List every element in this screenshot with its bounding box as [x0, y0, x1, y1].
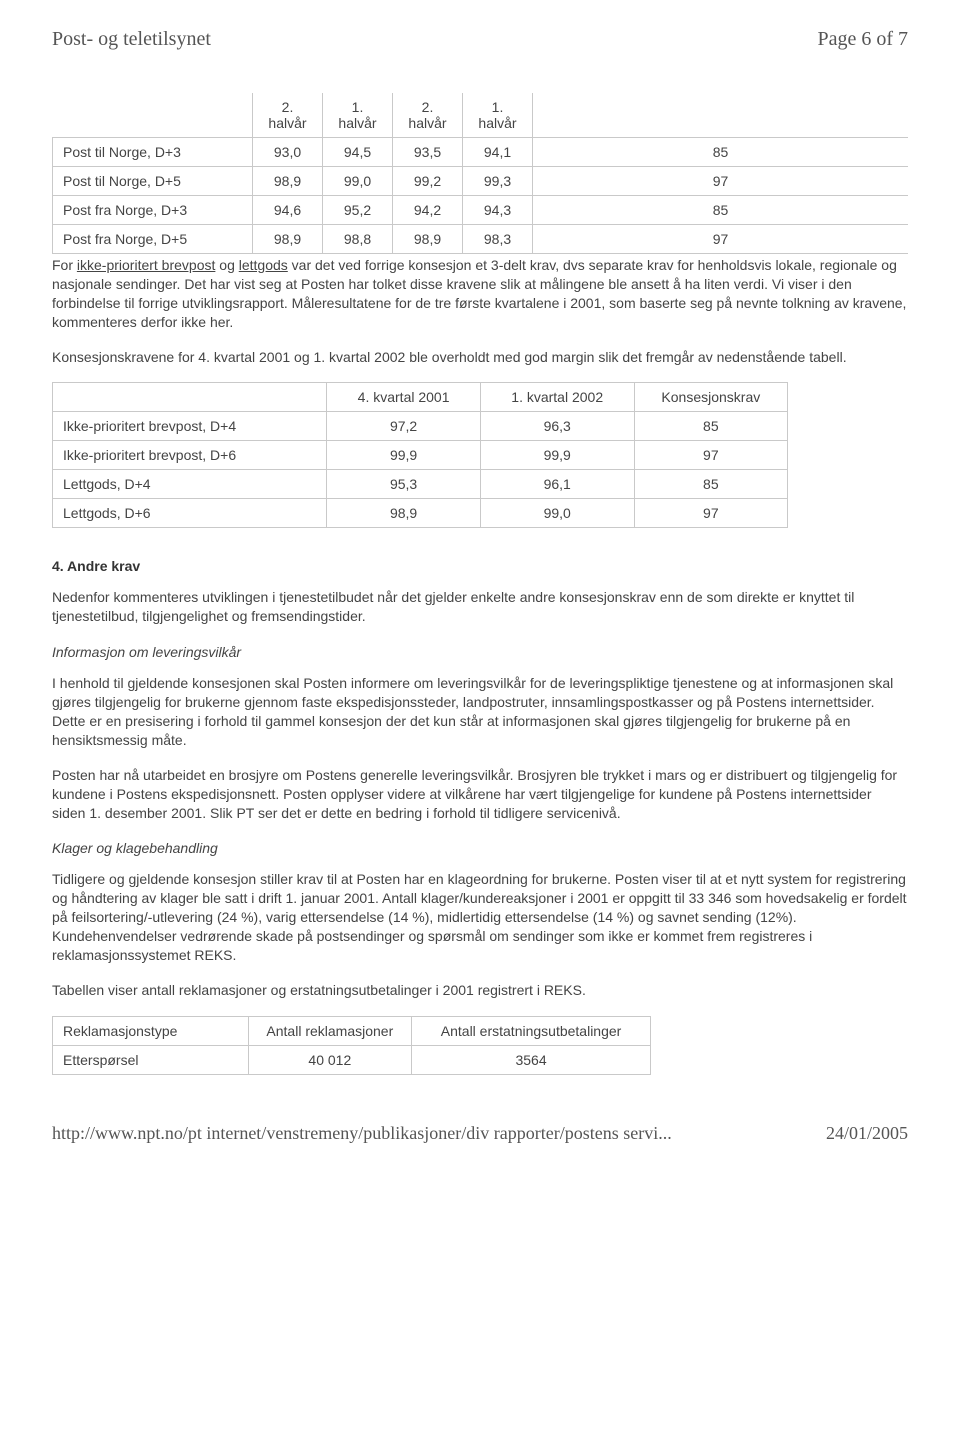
text-underline: ikke-prioritert brevpost: [77, 257, 216, 273]
table-cell: 94,2: [393, 196, 463, 225]
table-cell: Antall reklamasjoner: [248, 1016, 411, 1045]
table-cell: 97,2: [327, 412, 481, 441]
paragraph: Tidligere og gjeldende konsesjon stiller…: [52, 870, 908, 964]
page-container: Post- og teletilsynet Page 6 of 7 2. hal…: [0, 0, 960, 1164]
table-cell: 95,3: [327, 470, 481, 499]
table-cell: 85: [634, 412, 788, 441]
table-cell: [53, 93, 253, 138]
footer-url: http://www.npt.no/pt internet/venstremen…: [52, 1123, 672, 1144]
table-cell: Etterspørsel: [53, 1045, 249, 1074]
table-cell: 3564: [411, 1045, 650, 1074]
table-cell: 1. halvår: [323, 93, 393, 138]
table-cell: Ikke-prioritert brevpost, D+6: [53, 441, 327, 470]
table-cell: 1. kvartal 2002: [480, 383, 634, 412]
text: For: [52, 257, 77, 273]
table-cell: 96,3: [480, 412, 634, 441]
table-cell: 94,3: [463, 196, 533, 225]
table-cell: Post fra Norge, D+3: [53, 196, 253, 225]
table-cell: [53, 383, 327, 412]
table-cell: Post til Norge, D+5: [53, 167, 253, 196]
table-cell: 97: [533, 167, 909, 196]
section-heading: 4. Andre krav: [52, 558, 908, 574]
table-cell: Konsesjonskrav: [634, 383, 788, 412]
table-cell: 94,6: [253, 196, 323, 225]
table-cell: 85: [533, 138, 909, 167]
table-cell: 99,0: [323, 167, 393, 196]
table-cell: 85: [634, 470, 788, 499]
table-cell: 98,8: [323, 225, 393, 254]
table-cell: 99,0: [480, 499, 634, 528]
table-cell: 99,2: [393, 167, 463, 196]
table-cell: 97: [634, 499, 788, 528]
page-header: Post- og teletilsynet Page 6 of 7: [52, 28, 908, 51]
paragraph: Posten har nå utarbeidet en brosjyre om …: [52, 766, 908, 823]
table-cell: Reklamasjonstype: [53, 1016, 249, 1045]
table-cell: 99,9: [327, 441, 481, 470]
table-cell: 40 012: [248, 1045, 411, 1074]
table-cell: 2. halvår: [253, 93, 323, 138]
paragraph: Konsesjonskravene for 4. kvartal 2001 og…: [52, 348, 908, 367]
table-cell: [533, 93, 909, 138]
table-cell: Antall erstatningsutbetalinger: [411, 1016, 650, 1045]
table-cell: 99,9: [480, 441, 634, 470]
table-cell: 93,5: [393, 138, 463, 167]
text-underline: lettgods: [239, 257, 288, 273]
paragraph: I henhold til gjeldende konsesjonen skal…: [52, 674, 908, 750]
paragraph: Tabellen viser antall reklamasjoner og e…: [52, 981, 908, 1000]
table-cell: 98,9: [253, 225, 323, 254]
table-cell: 98,3: [463, 225, 533, 254]
table-post-norge: 2. halvår 1. halvår 2. halvår 1. halvår …: [52, 93, 908, 254]
header-title: Post- og teletilsynet: [52, 28, 211, 51]
table-cell: Post til Norge, D+3: [53, 138, 253, 167]
table-reklamasjoner: Reklamasjonstype Antall reklamasjoner An…: [52, 1016, 651, 1075]
table-cell: Lettgods, D+4: [53, 470, 327, 499]
table-cell: 93,0: [253, 138, 323, 167]
table-cell: Post fra Norge, D+5: [53, 225, 253, 254]
paragraph: Nedenfor kommenteres utviklingen i tjene…: [52, 588, 908, 626]
text: og: [215, 257, 238, 273]
subsection-heading: Informasjon om leveringsvilkår: [52, 644, 908, 660]
table-cell: Lettgods, D+6: [53, 499, 327, 528]
table-cell: 2. halvår: [393, 93, 463, 138]
table-cell: 85: [533, 196, 909, 225]
table-cell: 97: [533, 225, 909, 254]
table-cell: 94,1: [463, 138, 533, 167]
paragraph: For ikke-prioritert brevpost og lettgods…: [52, 256, 908, 332]
footer-date: 24/01/2005: [826, 1123, 908, 1144]
table-cell: 98,9: [327, 499, 481, 528]
table-cell: 98,9: [393, 225, 463, 254]
table-cell: 97: [634, 441, 788, 470]
page-footer: http://www.npt.no/pt internet/venstremen…: [52, 1123, 908, 1144]
subsection-heading: Klager og klagebehandling: [52, 840, 908, 856]
table-cell: 98,9: [253, 167, 323, 196]
table-cell: 96,1: [480, 470, 634, 499]
table-cell: 99,3: [463, 167, 533, 196]
header-page-number: Page 6 of 7: [817, 28, 908, 51]
table-konsesjonskrav: 4. kvartal 2001 1. kvartal 2002 Konsesjo…: [52, 382, 788, 528]
table-cell: 1. halvår: [463, 93, 533, 138]
table-cell: Ikke-prioritert brevpost, D+4: [53, 412, 327, 441]
table-cell: 4. kvartal 2001: [327, 383, 481, 412]
table-cell: 95,2: [323, 196, 393, 225]
table-cell: 94,5: [323, 138, 393, 167]
